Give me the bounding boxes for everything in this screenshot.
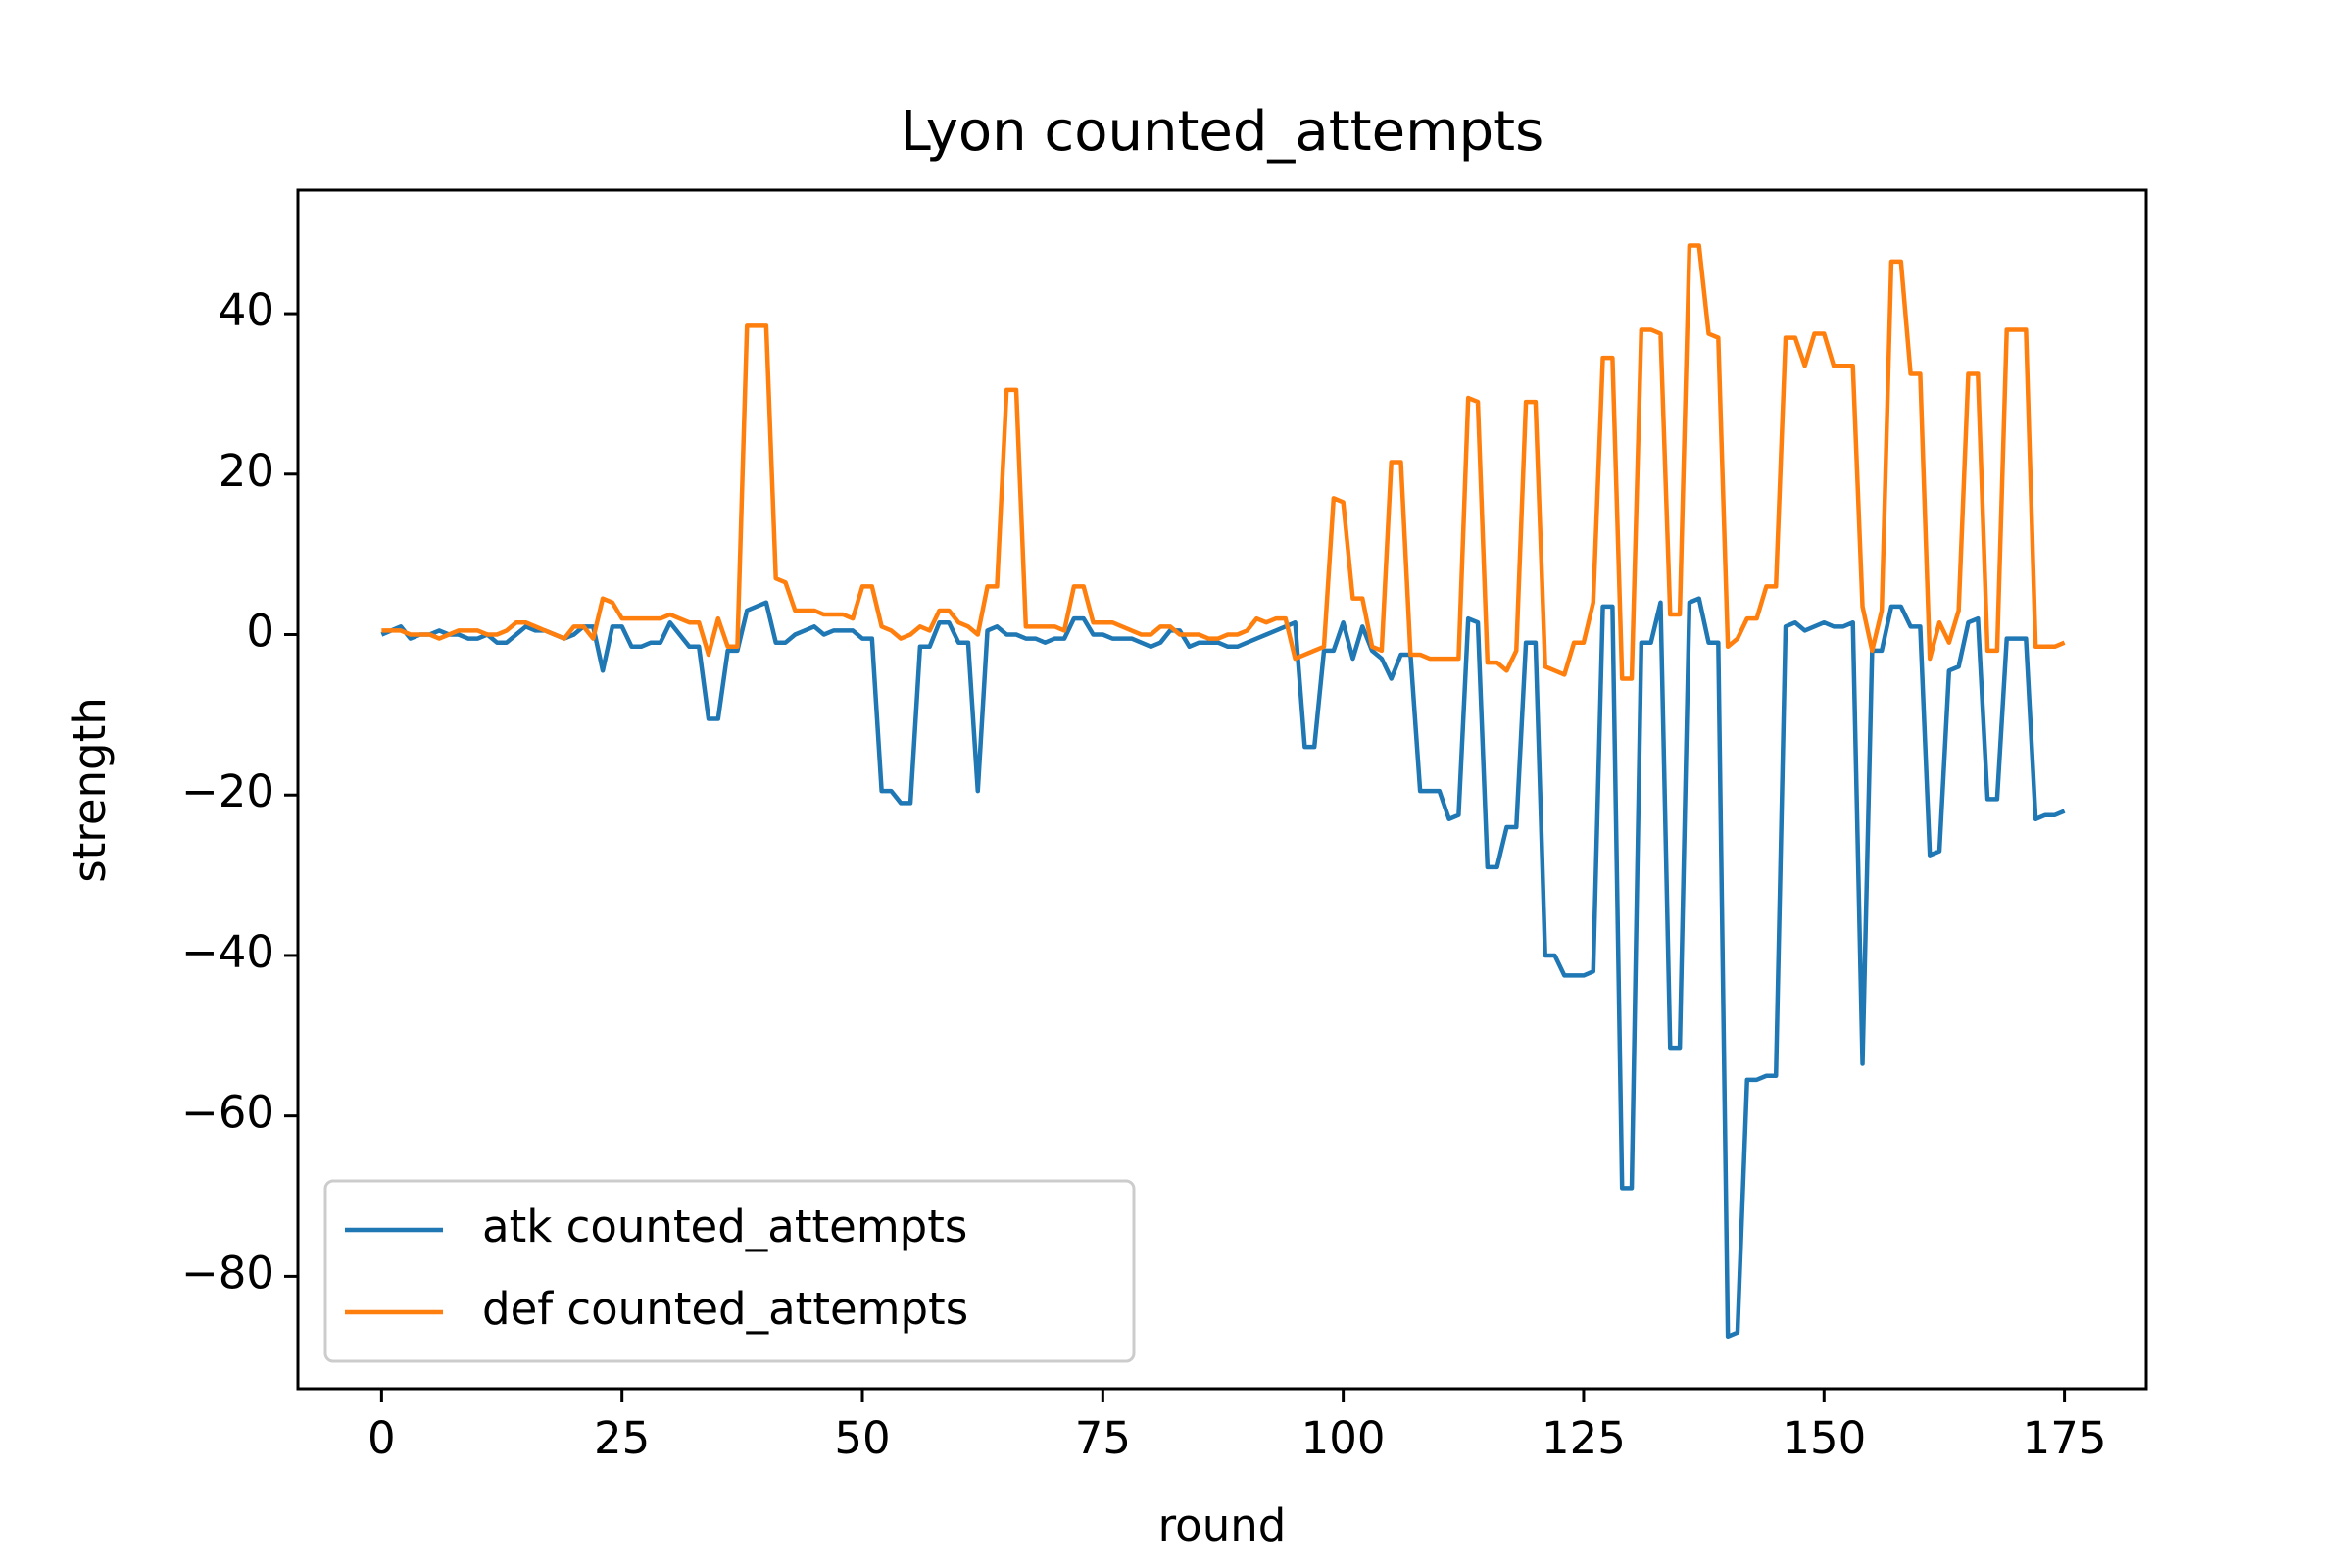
x-tick-label: 100 [1301, 1412, 1386, 1464]
y-tick-label: 40 [219, 284, 274, 336]
data-line [381, 243, 2066, 681]
legend-label: atk counted_attempts [482, 1200, 967, 1252]
x-tick-label: 125 [1542, 1412, 1626, 1464]
legend-label: def counted_attempts [482, 1283, 968, 1335]
y-tick-label: −20 [181, 765, 274, 817]
x-tick-label: 25 [594, 1412, 650, 1464]
y-tick-label: −60 [181, 1087, 274, 1139]
y-tick-label: 0 [246, 606, 274, 658]
x-axis-label: round [1158, 1499, 1287, 1551]
x-tick-label: 175 [2023, 1412, 2107, 1464]
y-axis-label: strength [64, 697, 116, 883]
y-tick-label: 20 [219, 445, 274, 497]
legend-box [323, 1179, 1136, 1363]
x-tick-label: 50 [834, 1412, 890, 1464]
y-tick-label: −40 [181, 926, 274, 978]
x-tick-label: 150 [1782, 1412, 1866, 1464]
y-tick-label: −80 [181, 1247, 274, 1298]
plot-frame [296, 188, 2148, 1391]
x-tick-label: 0 [368, 1412, 396, 1464]
chart-title: Lyon counted_attempts [901, 100, 1544, 164]
x-tick-label: 75 [1075, 1412, 1131, 1464]
data-line [380, 596, 2066, 1340]
